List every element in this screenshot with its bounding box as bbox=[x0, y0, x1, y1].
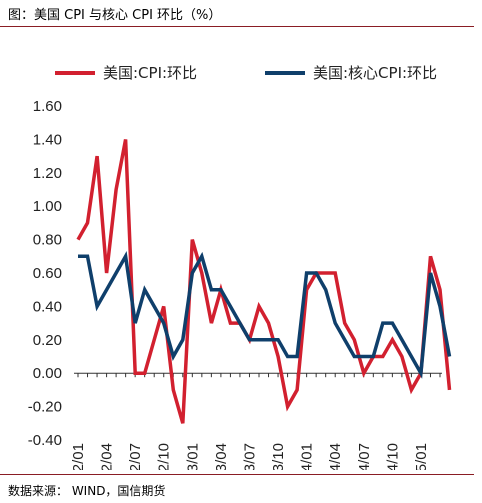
y-tick-label: 1.60 bbox=[33, 98, 62, 115]
x-tick-label: 2023/07 bbox=[241, 443, 258, 470]
x-tick-label: 2022/01 bbox=[70, 443, 87, 470]
series-lines bbox=[76, 139, 452, 424]
x-tick-label: 2023/10 bbox=[270, 443, 287, 470]
x-tick-label: 2023/01 bbox=[184, 443, 201, 470]
y-tick-label: 1.40 bbox=[33, 131, 62, 148]
series-line-1 bbox=[76, 139, 452, 424]
y-tick-label: 0.80 bbox=[33, 232, 62, 249]
x-tick-label: 2024/07 bbox=[356, 443, 373, 470]
legend: 美国:CPI:环比 美国:核心CPI:环比 bbox=[55, 64, 437, 82]
y-tick-label: 0.60 bbox=[33, 265, 62, 282]
x-tick-label: 2024/01 bbox=[299, 443, 316, 470]
y-tick-label: 0.40 bbox=[33, 298, 62, 315]
source-note: 数据来源： WIND，国信期货 bbox=[8, 484, 166, 498]
y-axis-ticks: 1.60 1.40 1.20 1.00 0.80 0.60 0.40 0.20 0.00 -0.2… bbox=[28, 98, 62, 449]
legend-label-1: 美国:CPI:环比 bbox=[103, 64, 197, 82]
x-tick-label: 2023/04 bbox=[213, 443, 230, 470]
x-axis-ticks: 2022/01 2022/04 2022/07 2022/10 2023/01 2023/… bbox=[70, 373, 441, 470]
figure-title: 图：美国 CPI 与核心 CPI 环比（%） bbox=[8, 8, 222, 23]
x-tick-label: 2022/07 bbox=[127, 443, 144, 470]
y-tick-label: 1.20 bbox=[33, 165, 62, 182]
legend-label-2: 美国:核心CPI:环比 bbox=[313, 64, 437, 82]
line-chart: 美国:CPI:环比 美国:核心CPI:环比 1.60 1.40 1.20 1.00 0.8… bbox=[28, 64, 452, 470]
x-tick-label: 2024/10 bbox=[384, 443, 401, 470]
y-tick-label: 1.00 bbox=[33, 198, 62, 215]
y-tick-label: -0.40 bbox=[28, 432, 62, 449]
y-tick-label: 0.00 bbox=[33, 365, 62, 382]
x-tick-label: 2022/04 bbox=[99, 443, 116, 470]
series-line-2 bbox=[78, 250, 452, 379]
y-tick-label: 0.20 bbox=[33, 332, 62, 349]
x-tick-label: 2022/10 bbox=[156, 443, 173, 470]
x-tick-label: 2024/04 bbox=[327, 443, 344, 470]
x-tick-label: 2025/01 bbox=[413, 443, 430, 470]
y-tick-label: -0.20 bbox=[28, 399, 62, 416]
top-rule bbox=[0, 26, 474, 27]
bottom-rule bbox=[0, 474, 474, 475]
